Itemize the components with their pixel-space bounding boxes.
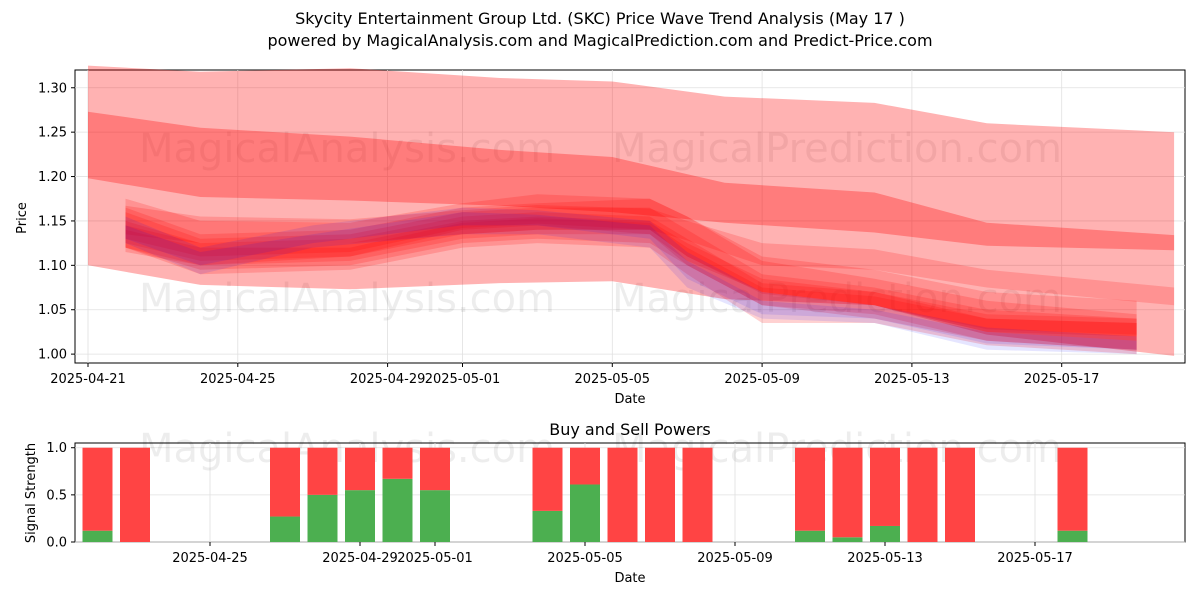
price-x-tick-label: 2025-05-09 [724, 372, 800, 387]
price-band-7-band [125, 216, 1137, 337]
signal-x-tick-label: 2025-04-29 [322, 551, 398, 566]
sell-power-bar [420, 447, 450, 491]
signal-y-tick-label: 1.0 [46, 441, 67, 456]
price-plot-frame [74, 69, 1186, 364]
price-band-0-upper_channel [88, 65, 1175, 251]
price-band-10-band_blue [125, 212, 1137, 350]
sell-power-bar [570, 447, 600, 485]
price-y-tick-label: 1.15 [38, 214, 67, 229]
signal-y-tick-label: 0.0 [46, 536, 67, 551]
sell-power-bar [945, 447, 975, 542]
watermark-prediction-top: MagicalPrediction.com [612, 126, 1062, 172]
price-y-tick-label: 1.05 [38, 303, 67, 318]
watermark-analysis-top: MagicalAnalysis.com [139, 126, 555, 172]
price-x-tick-label: 2025-04-29 [350, 372, 426, 387]
buy-power-bar [420, 490, 450, 542]
signal-x-tick-label: 2025-05-01 [397, 551, 473, 566]
price-band-6-band [125, 194, 1137, 355]
sell-power-bar [82, 447, 113, 531]
sell-power-bar [345, 447, 375, 491]
sell-power-bar [532, 447, 563, 511]
price-y-tick-label: 1.30 [38, 81, 67, 96]
price-bands [88, 65, 1175, 356]
signal-x-tick-label: 2025-05-17 [997, 551, 1073, 566]
price-y-axis-label: Price [15, 202, 30, 234]
price-y-tick-label: 1.20 [38, 170, 67, 185]
sell-power-bar [270, 447, 300, 517]
price-y-tick-label: 1.10 [38, 259, 67, 274]
price-band-2-band [125, 205, 1175, 306]
sell-power-bar [832, 447, 863, 538]
buy-power-bar [382, 478, 413, 542]
price-x-tick-label: 2025-05-17 [1024, 372, 1100, 387]
price-x-tick-label: 2025-05-13 [874, 372, 950, 387]
signal-x-tick-label: 2025-05-09 [697, 551, 773, 566]
price-x-tick-label: 2025-04-21 [50, 372, 126, 387]
buy-power-bar [795, 530, 825, 542]
buy-power-bar [570, 484, 600, 542]
signal-y-tick-label: 0.5 [46, 488, 67, 503]
watermark-analysis-bottom: MagicalAnalysis.com [139, 276, 555, 322]
price-x-tick-label: 2025-04-25 [200, 372, 276, 387]
buy-power-bar [870, 525, 900, 542]
sell-power-bar [682, 447, 713, 542]
buy-power-bar [270, 516, 300, 542]
signal-panel: Buy and Sell Powers MagicalAnalysis.com … [24, 420, 1186, 586]
price-band-1-middle_channel [88, 111, 1175, 356]
chart-subtitle: powered by MagicalAnalysis.com and Magic… [267, 31, 933, 50]
signal-x-ticks: 2025-04-25 2025-04-29 2025-05-01 2025-05-05… [172, 542, 1073, 566]
watermark-prediction-bottom: MagicalPrediction.com [612, 276, 1062, 322]
buy-power-bar [345, 490, 375, 542]
price-panel: MagicalAnalysis.com MagicalPrediction.co… [15, 65, 1186, 407]
price-x-tick-label: 2025-05-01 [425, 372, 501, 387]
price-x-axis-label: Date [614, 392, 645, 407]
sell-power-bar [607, 447, 638, 542]
signal-bars [82, 447, 1088, 542]
price-x-tick-label: 2025-05-05 [575, 372, 651, 387]
signal-x-tick-label: 2025-05-13 [847, 551, 923, 566]
sell-power-bar [645, 447, 675, 542]
sell-power-bar [1057, 447, 1088, 531]
price-band-5-band [125, 212, 1137, 350]
signal-x-tick-label: 2025-05-05 [547, 551, 623, 566]
buy-power-bar [532, 510, 563, 542]
price-x-ticks: 2025-04-21 2025-04-25 2025-04-29 2025-05-01… [50, 363, 1099, 387]
price-grid [75, 70, 1185, 363]
signal-panel-title: Buy and Sell Powers [549, 420, 711, 439]
buy-power-bar [82, 530, 113, 542]
price-watermarks: MagicalAnalysis.com MagicalPrediction.co… [139, 126, 1062, 322]
price-y-tick-label: 1.25 [38, 126, 67, 141]
signal-x-tick-label: 2025-04-25 [172, 551, 248, 566]
price-band-4-band [125, 207, 1137, 350]
signal-y-axis-label: Signal Strength [24, 443, 39, 543]
sell-power-bar [907, 447, 938, 542]
price-y-ticks: 1.00 1.05 1.10 1.15 1.20 1.25 1.30 [38, 81, 75, 363]
buy-power-bar [1057, 530, 1088, 542]
price-band-8-band [125, 218, 1137, 335]
price-band-9-band_blue [125, 207, 1137, 355]
price-band-3-band [125, 198, 1137, 341]
sell-power-bar [120, 447, 150, 542]
sell-power-bar [795, 447, 825, 531]
signal-y-ticks: 0.0 0.5 1.0 [46, 441, 75, 551]
sell-power-bar [382, 447, 413, 479]
buy-power-bar [832, 537, 863, 542]
buy-power-bar [307, 494, 338, 542]
chart-title: Skycity Entertainment Group Ltd. (SKC) P… [295, 9, 905, 28]
sell-power-bar [870, 447, 900, 526]
sell-power-bar [307, 447, 338, 495]
signal-x-axis-label: Date [614, 571, 645, 586]
price-y-tick-label: 1.00 [38, 348, 67, 363]
